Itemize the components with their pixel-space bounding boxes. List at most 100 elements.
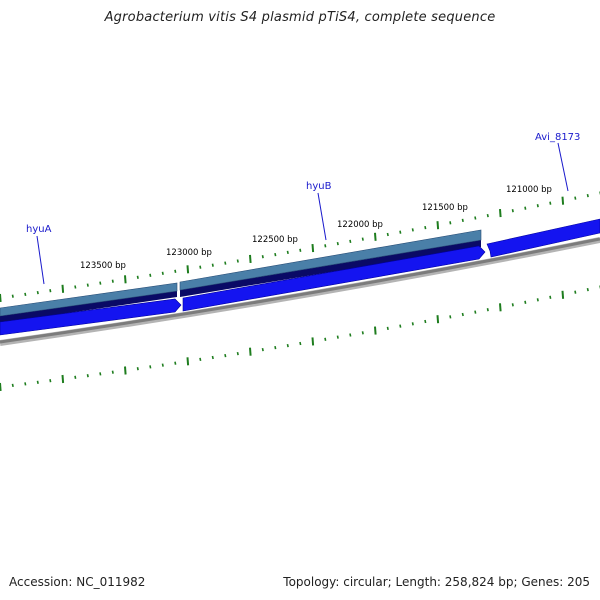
minor-tick: [136, 367, 139, 371]
gene-label-hyuA[interactable]: hyuA: [26, 224, 52, 235]
minor-tick: [36, 290, 39, 295]
minor-tick: [24, 292, 27, 297]
minor-tick: [461, 312, 464, 317]
minor-tick: [424, 319, 427, 324]
minor-tick: [149, 365, 152, 369]
minor-tick: [386, 232, 389, 237]
minor-tick: [74, 285, 77, 289]
gene-label-hyuB[interactable]: hyuB: [306, 181, 332, 192]
major-tick: [499, 303, 502, 312]
minor-tick: [336, 335, 339, 339]
minor-tick: [349, 239, 352, 244]
minor-tick: [324, 244, 327, 248]
minor-tick: [536, 298, 539, 302]
minor-tick: [399, 230, 402, 234]
gene-arrow-hyuA: [0, 298, 182, 336]
cds-segment-hyuA-lower: [0, 291, 177, 323]
major-tick: [0, 293, 2, 303]
minor-tick: [24, 382, 27, 386]
minor-tick: [136, 275, 139, 279]
cds-segment-hyuB-lower: [180, 240, 481, 297]
scale-label-122000: 122000 bp: [337, 220, 383, 230]
scale-label-122500: 122500 bp: [252, 235, 298, 245]
minor-tick: [199, 357, 202, 362]
minor-tick: [49, 289, 52, 293]
outer-scale-ticks: [0, 191, 600, 303]
major-tick: [311, 244, 315, 253]
major-tick: [561, 196, 565, 205]
major-tick: [61, 284, 65, 293]
major-tick: [374, 232, 377, 241]
minor-tick: [586, 193, 589, 198]
major-tick: [186, 265, 190, 274]
minor-tick: [224, 261, 227, 265]
minor-tick: [486, 213, 489, 218]
minor-tick: [274, 345, 277, 350]
minor-tick: [411, 322, 414, 326]
minor-tick: [11, 383, 14, 388]
minor-tick: [299, 341, 302, 346]
cds-track-upper: [0, 229, 482, 323]
minor-tick: [549, 201, 552, 205]
minor-tick: [161, 271, 164, 275]
leader-line-Avi-8173: [557, 142, 569, 192]
minor-tick: [261, 255, 264, 259]
minor-tick: [324, 337, 327, 341]
minor-tick: [174, 269, 177, 273]
major-tick: [311, 337, 315, 346]
minor-tick: [461, 218, 464, 223]
minor-tick: [424, 225, 427, 230]
minor-tick: [236, 351, 239, 356]
minor-tick: [399, 324, 402, 328]
inner-scale-ticks: [0, 285, 600, 392]
major-tick: [124, 275, 127, 284]
major-tick: [186, 357, 190, 366]
major-tick: [374, 326, 377, 335]
minor-tick: [274, 252, 277, 257]
minor-tick: [574, 196, 577, 200]
leader-line-hyuA: [36, 235, 45, 285]
minor-tick: [474, 216, 477, 220]
cds-segment-hyuB-upper: [179, 229, 482, 291]
minor-tick: [299, 248, 302, 252]
minor-tick: [349, 333, 352, 337]
minor-tick: [524, 206, 527, 210]
minor-tick: [386, 326, 389, 331]
minor-tick: [86, 374, 89, 378]
minor-tick: [36, 380, 39, 384]
minor-tick: [361, 237, 364, 241]
minor-tick: [286, 250, 289, 255]
scale-label-123000: 123000 bp: [166, 248, 212, 258]
gene-label-Avi-8173[interactable]: Avi_8173: [535, 132, 580, 143]
minor-tick: [111, 279, 114, 283]
minor-tick: [111, 370, 114, 374]
minor-tick: [224, 353, 227, 358]
minor-tick: [586, 287, 589, 292]
minor-tick: [261, 347, 264, 352]
major-tick: [124, 366, 127, 375]
scale-label-123500: 123500 bp: [80, 261, 126, 271]
minor-tick: [199, 265, 202, 269]
major-tick: [249, 254, 252, 263]
minor-tick: [11, 294, 14, 298]
minor-tick: [361, 331, 364, 335]
gene-arrow-Avi-8173: [486, 218, 600, 258]
minor-tick: [411, 228, 414, 232]
major-tick: [0, 382, 2, 392]
minor-tick: [86, 283, 89, 287]
major-tick: [436, 315, 440, 324]
accession-label: Accession: NC_011982: [9, 575, 146, 589]
map-title: Agrobacterium vitis S4 plasmid pTiS4, co…: [104, 10, 496, 25]
minor-tick: [236, 259, 239, 263]
major-tick: [561, 290, 565, 299]
minor-tick: [486, 308, 489, 312]
gene-arrow-hyuB: [182, 245, 486, 312]
gene-labels: hyuA hyuB Avi_8173: [26, 132, 580, 285]
minor-tick: [99, 281, 102, 285]
cds-segment-hyuA-upper: [0, 282, 178, 317]
scale-label-121000: 121000 bp: [506, 185, 552, 195]
major-tick: [499, 209, 502, 218]
minor-tick: [511, 303, 514, 307]
minor-tick: [524, 300, 527, 304]
